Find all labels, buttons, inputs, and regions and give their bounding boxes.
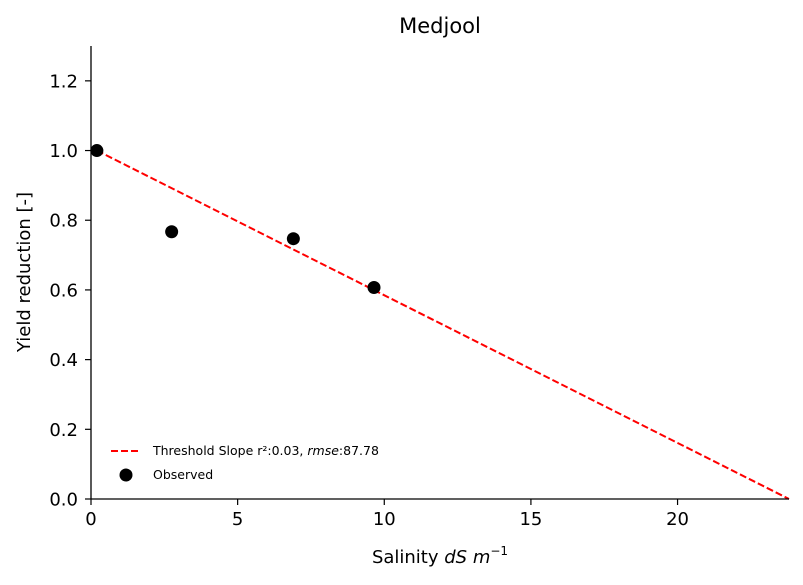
y-tick-label: 1.2	[49, 71, 78, 92]
x-tick-label: 20	[666, 509, 689, 530]
chart-title: Medjool	[399, 14, 481, 38]
y-axis-label: Yield reduction [-]	[14, 192, 35, 353]
legend-threshold-r2: r²:0.03,	[257, 443, 307, 458]
legend-label-threshold-slope: Threshold Slope r²:0.03, rmse:87.78	[152, 443, 379, 458]
legend: Threshold Slope r²:0.03, rmse:87.78 Obse…	[111, 443, 379, 482]
x-axis-label-prefix: Salinity	[372, 547, 444, 568]
x-tick-label: 15	[519, 509, 542, 530]
observed-point	[90, 144, 104, 158]
observed-point	[165, 225, 179, 239]
legend-threshold-prefix: Threshold Slope	[152, 443, 257, 458]
x-axis-label-unit: dS m	[444, 547, 490, 568]
observed-point	[367, 280, 381, 294]
y-ticks: 0.0 0.2 0.4 0.6 0.8 1.0 1.2	[49, 71, 91, 511]
y-tick-label: 0.4	[49, 350, 78, 371]
threshold-slope-line	[96, 149, 790, 500]
legend-threshold-rmse-label: rmse	[307, 443, 339, 458]
legend-threshold-rmse-value: :87.78	[339, 443, 379, 458]
x-axis-label-sup: −1	[490, 544, 508, 558]
y-tick-label: 0.6	[49, 280, 78, 301]
x-tick-label: 0	[85, 509, 96, 530]
y-tick-label: 0.0	[49, 490, 78, 511]
x-tick-label: 10	[373, 509, 396, 530]
x-tick-label: 5	[232, 509, 243, 530]
y-tick-label: 0.8	[49, 211, 78, 232]
observed-points-group	[90, 144, 381, 294]
y-tick-label: 1.0	[49, 141, 78, 162]
legend-point-marker	[119, 468, 133, 482]
x-axis-label: Salinity dS m−1	[372, 544, 508, 568]
legend-label-observed: Observed	[153, 467, 213, 482]
x-ticks: 0 5 10 15 20	[85, 499, 689, 530]
observed-point	[286, 232, 300, 246]
y-tick-label: 0.2	[49, 420, 78, 441]
threshold-slope-line-group	[96, 149, 790, 500]
